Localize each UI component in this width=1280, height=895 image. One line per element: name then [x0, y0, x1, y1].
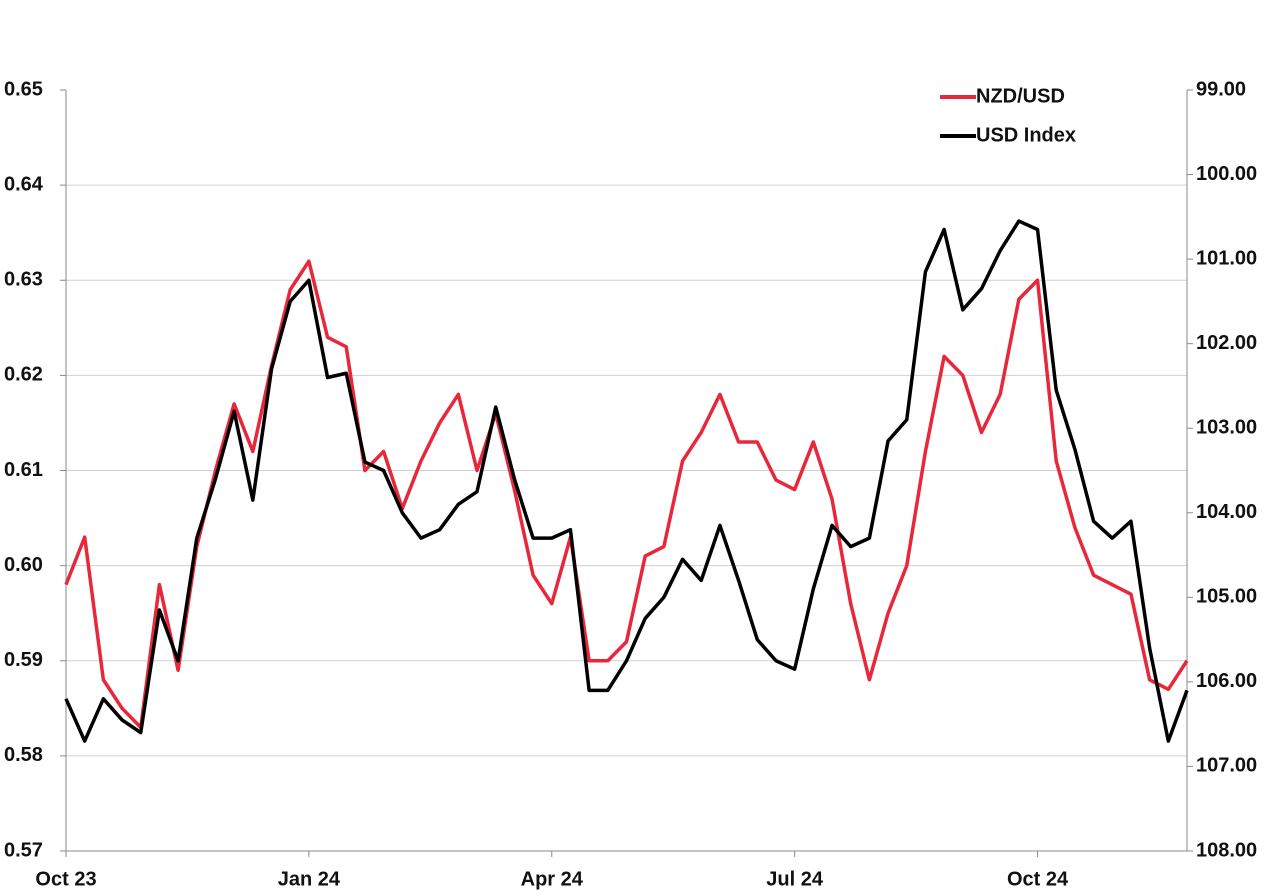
y2-tick-label: 105.00	[1196, 586, 1257, 608]
y2-tick-label: 99.00	[1196, 78, 1246, 100]
y2-tick-label: 102.00	[1196, 332, 1257, 354]
x-tick-label: Oct 24	[1007, 868, 1069, 890]
y2-tick-label: 101.00	[1196, 247, 1257, 269]
y2-tick-label: 100.00	[1196, 163, 1257, 185]
y-tick-label: 0.64	[4, 173, 44, 195]
y2-tick-label: 104.00	[1196, 501, 1257, 523]
x-tick-label: Apr 24	[521, 868, 584, 890]
y2-tick-label: 106.00	[1196, 670, 1257, 692]
y-tick-label: 0.62	[4, 364, 43, 386]
y-tick-label: 0.63	[4, 269, 43, 291]
legend-label: USD Index	[976, 124, 1076, 146]
y-tick-label: 0.65	[4, 78, 43, 100]
x-tick-label: Oct 23	[35, 868, 96, 890]
y2-tick-label: 108.00	[1196, 839, 1257, 861]
y-tick-label: 0.58	[4, 744, 43, 766]
y-tick-label: 0.59	[4, 649, 43, 671]
y-tick-label: 0.60	[4, 554, 43, 576]
y2-tick-label: 107.00	[1196, 755, 1257, 777]
x-tick-label: Jan 24	[278, 868, 341, 890]
y-tick-label: 0.61	[4, 459, 43, 481]
x-tick-label: Jul 24	[766, 868, 824, 890]
series-line	[64, 219, 1189, 743]
series-line	[64, 259, 1189, 730]
legend-label: NZD/USD	[976, 85, 1065, 107]
y2-tick-label: 103.00	[1196, 417, 1257, 439]
y-tick-label: 0.57	[4, 839, 43, 861]
